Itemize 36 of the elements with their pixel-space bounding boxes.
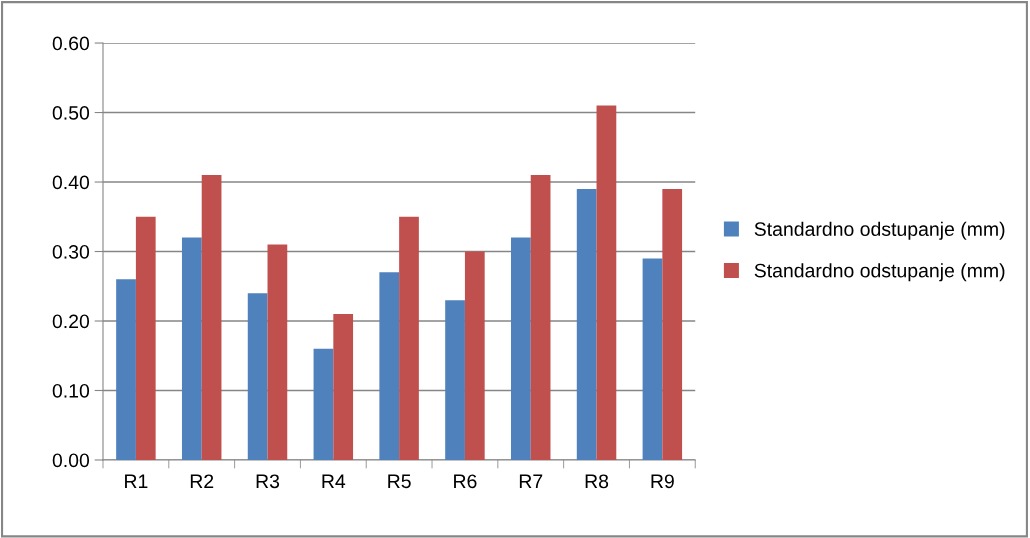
legend-label: Standardno odstupanje (mm) xyxy=(754,221,1005,240)
bar xyxy=(399,216,419,460)
y-tick-label: 0.50 xyxy=(52,106,90,120)
x-tick-label: R2 xyxy=(190,474,214,488)
bar xyxy=(576,188,597,460)
x-tick-label: R3 xyxy=(256,474,280,489)
bar xyxy=(247,293,268,460)
y-tick-label: 0.10 xyxy=(52,383,90,398)
bar xyxy=(116,279,136,460)
bar xyxy=(445,300,465,460)
bar xyxy=(313,348,334,460)
bar xyxy=(267,244,288,460)
bar xyxy=(464,251,485,460)
x-tick-label: R4 xyxy=(322,474,346,488)
bar xyxy=(642,258,663,460)
bar xyxy=(181,237,202,460)
bar xyxy=(596,105,617,460)
y-tick-label: 0.20 xyxy=(52,314,90,329)
x-tick-label: R7 xyxy=(519,474,543,488)
x-tick-label: R9 xyxy=(651,474,674,489)
bar xyxy=(510,237,531,460)
x-tick-label: R1 xyxy=(125,474,148,488)
x-tick-label: R5 xyxy=(388,474,411,489)
x-tick-label: R6 xyxy=(454,474,477,489)
bar xyxy=(135,216,156,460)
bar xyxy=(333,314,354,460)
bar xyxy=(201,175,222,460)
y-tick-label: 0.00 xyxy=(52,453,90,468)
x-tick-label: R8 xyxy=(585,474,609,489)
bar xyxy=(530,175,551,460)
bar xyxy=(379,272,400,460)
y-tick-label: 0.60 xyxy=(52,36,90,51)
y-tick-label: 0.30 xyxy=(52,244,90,259)
legend-label: Standardno odstupanje (mm) xyxy=(754,263,1005,282)
y-tick-label: 0.40 xyxy=(52,175,90,190)
bar xyxy=(662,188,683,460)
